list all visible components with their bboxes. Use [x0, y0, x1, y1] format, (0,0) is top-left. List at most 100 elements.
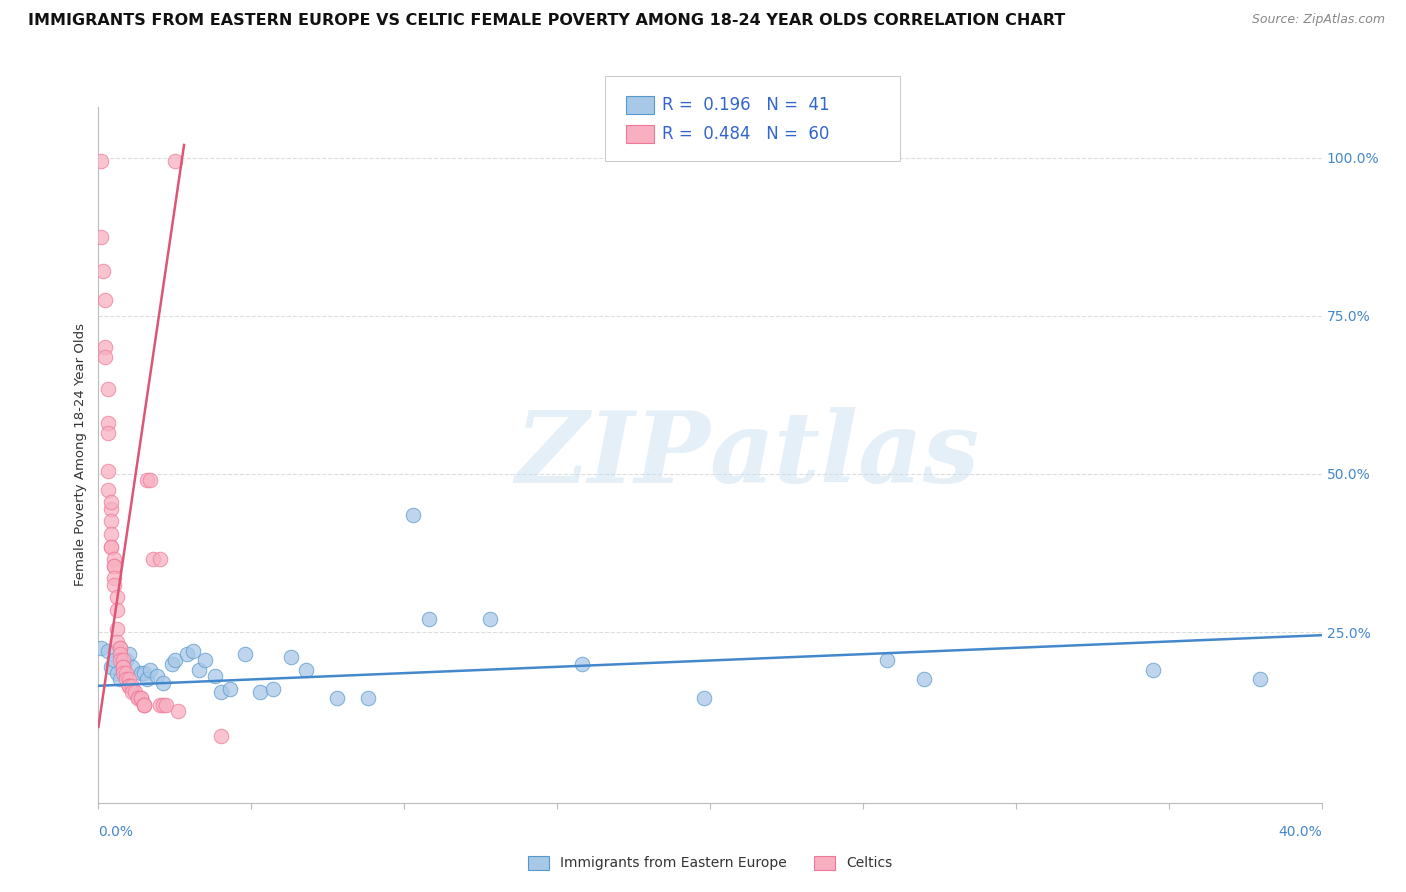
- Point: [233, 647, 256, 661]
- Point: [111, 653, 134, 667]
- Point: [97, 382, 120, 396]
- Text: atlas: atlas: [710, 407, 980, 503]
- Point: [129, 666, 152, 681]
- Point: [194, 653, 217, 667]
- Point: [105, 591, 128, 605]
- Point: [1249, 673, 1271, 687]
- Point: [209, 730, 232, 744]
- Point: [418, 612, 440, 626]
- Text: R =  0.196   N =  41: R = 0.196 N = 41: [662, 96, 830, 114]
- Point: [100, 540, 122, 554]
- Point: [136, 473, 159, 487]
- Text: R =  0.484   N =  60: R = 0.484 N = 60: [662, 125, 830, 143]
- Y-axis label: Female Poverty Among 18-24 Year Olds: Female Poverty Among 18-24 Year Olds: [75, 324, 87, 586]
- Point: [103, 558, 125, 573]
- Point: [105, 634, 128, 648]
- Point: [280, 650, 302, 665]
- Point: [100, 514, 122, 528]
- Point: [149, 552, 172, 566]
- Point: [876, 653, 898, 667]
- Point: [93, 350, 115, 364]
- Point: [118, 647, 141, 661]
- Point: [134, 698, 156, 712]
- Point: [118, 679, 141, 693]
- Point: [134, 698, 156, 712]
- Point: [103, 577, 125, 591]
- Point: [108, 673, 131, 687]
- Point: [103, 558, 125, 573]
- Point: [129, 691, 152, 706]
- Point: [145, 669, 167, 683]
- Point: [108, 647, 131, 661]
- Point: [127, 691, 149, 706]
- Point: [163, 653, 186, 667]
- Point: [93, 340, 115, 354]
- Point: [105, 666, 128, 681]
- Point: [100, 660, 122, 674]
- Point: [118, 673, 141, 687]
- Text: 0.0%: 0.0%: [98, 825, 134, 839]
- Point: [100, 540, 122, 554]
- Point: [100, 495, 122, 509]
- Text: 40.0%: 40.0%: [1278, 825, 1322, 839]
- Point: [97, 417, 120, 431]
- Point: [121, 660, 143, 674]
- Point: [97, 464, 120, 478]
- Point: [90, 229, 112, 244]
- Point: [160, 657, 183, 671]
- Point: [134, 666, 156, 681]
- Point: [111, 666, 134, 681]
- Text: ZIP: ZIP: [515, 407, 710, 503]
- Point: [108, 653, 131, 667]
- Point: [118, 679, 141, 693]
- Point: [115, 666, 138, 681]
- Point: [103, 571, 125, 585]
- Point: [356, 691, 378, 706]
- Point: [105, 603, 128, 617]
- Point: [105, 622, 128, 636]
- Point: [136, 673, 159, 687]
- Point: [115, 653, 138, 667]
- Point: [204, 669, 226, 683]
- Point: [188, 663, 211, 677]
- Point: [149, 698, 172, 712]
- Point: [103, 552, 125, 566]
- Point: [693, 691, 716, 706]
- Point: [121, 679, 143, 693]
- Point: [111, 660, 134, 674]
- Point: [1142, 663, 1164, 677]
- Point: [97, 483, 120, 497]
- Point: [912, 673, 935, 687]
- Point: [108, 640, 131, 655]
- Point: [111, 663, 134, 677]
- Point: [262, 681, 284, 696]
- Point: [571, 657, 593, 671]
- Point: [129, 691, 152, 706]
- Point: [97, 425, 120, 440]
- Point: [142, 552, 165, 566]
- Point: [478, 612, 501, 626]
- Point: [219, 681, 242, 696]
- Point: [115, 673, 138, 687]
- Point: [181, 644, 204, 658]
- Point: [139, 663, 162, 677]
- Point: [103, 653, 125, 667]
- Legend: Immigrants from Eastern Europe, Celtics: Immigrants from Eastern Europe, Celtics: [522, 850, 898, 876]
- Point: [326, 691, 349, 706]
- Point: [97, 644, 120, 658]
- Point: [121, 685, 143, 699]
- Point: [163, 153, 186, 168]
- Point: [155, 698, 177, 712]
- Point: [402, 508, 425, 522]
- Point: [108, 640, 131, 655]
- Point: [118, 679, 141, 693]
- Point: [111, 660, 134, 674]
- Point: [176, 647, 198, 661]
- Point: [295, 663, 318, 677]
- Point: [90, 153, 112, 168]
- Point: [249, 685, 271, 699]
- Point: [139, 473, 162, 487]
- Point: [124, 685, 146, 699]
- Point: [127, 691, 149, 706]
- Point: [91, 264, 114, 278]
